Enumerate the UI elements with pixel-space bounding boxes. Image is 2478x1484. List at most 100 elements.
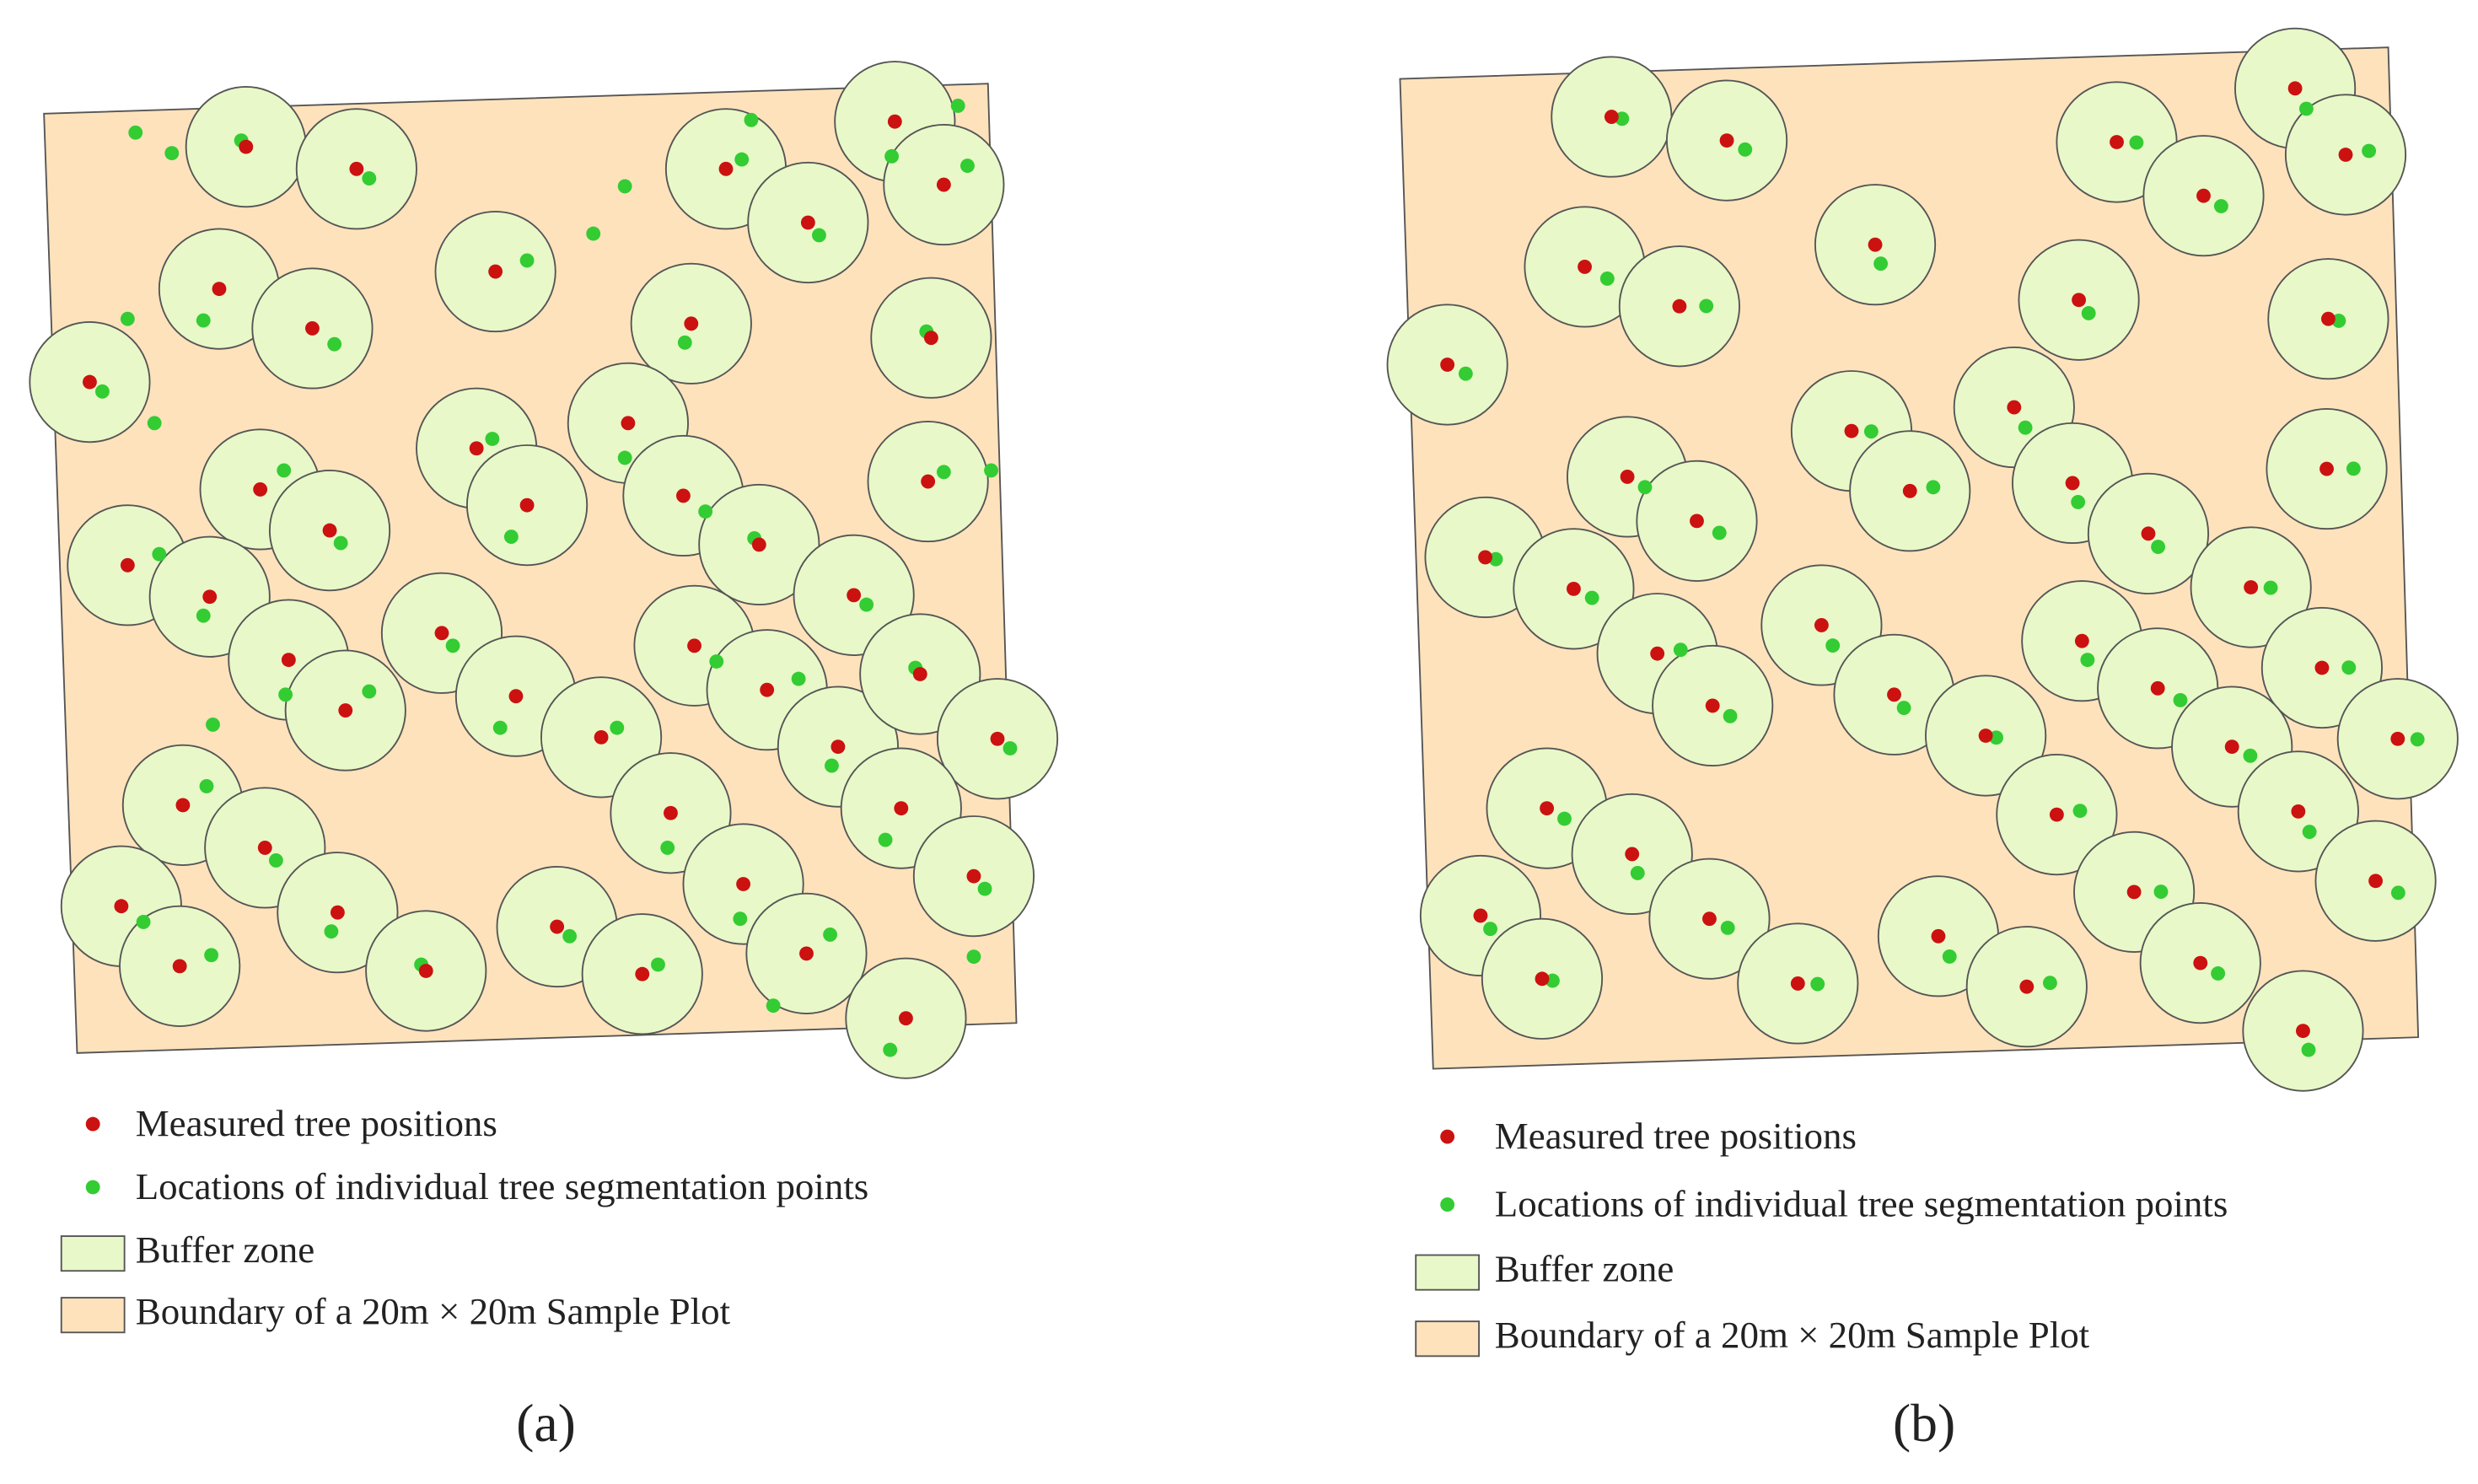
tree-position [2072,293,2087,308]
tree-position [1620,470,1635,484]
tree-position [1567,581,1581,596]
tree-position [1690,513,1704,529]
segmentation-point [586,226,601,241]
tree-position [894,801,909,816]
tree-position [2065,476,2080,491]
segmentation-point [859,597,874,612]
segmentation-point [1738,142,1753,157]
segmentation-point [2243,748,2258,763]
segmentation-point [1896,701,1911,715]
tree-position [1672,298,1687,314]
tree-position [2141,526,2156,541]
segmentation-point [324,924,339,939]
tree-position [1540,801,1555,816]
segmentation-point [206,717,220,732]
tree-position [887,114,902,129]
tree-position [2196,188,2211,203]
segmentation-point [2153,884,2169,900]
segmentation-point [651,957,665,972]
segmentation-point [878,832,893,847]
segmentation-point [1557,811,1572,826]
segmentation-point [362,171,377,186]
tree-position [621,416,636,431]
segmentation-point [199,779,214,793]
tree-position [921,474,936,489]
segmentation-point [610,720,625,735]
segmentation-point [1584,590,1599,605]
segmentation-point [333,535,348,551]
tree-position [2287,81,2303,96]
tree-position [2368,874,2384,889]
segmentation-point [1545,973,1560,988]
tree-position [202,589,218,605]
tree-position [2296,1024,2310,1039]
segmentation-point [1810,976,1825,992]
tree-position [2019,979,2035,994]
tree-position [488,264,503,279]
legend-symbol [85,1116,100,1132]
segmentation-point [744,112,759,127]
segmentation-point [2346,461,2361,476]
panel-b: Measured tree positions Locations of indi… [1386,27,2459,1453]
tree-position [1790,976,1805,991]
tree-position [2074,633,2089,648]
segmentation-point [2072,804,2088,819]
tree-position [1650,646,1665,661]
segmentation-point [766,998,781,1014]
legend-label: Boundary of a 20m × 20m Sample Plot [136,1290,731,1332]
tree-position [1931,928,1946,944]
legend-label: Locations of individual tree segmentatio… [1495,1183,2228,1225]
tree-position [114,899,129,914]
segmentation-point [1637,480,1653,495]
tree-position [2244,580,2259,594]
segmentation-point [1483,922,1498,937]
legend-label: Buffer zone [136,1229,314,1271]
segmentation-point [950,99,965,113]
tree-position [736,877,751,891]
tree-position [1440,358,1455,372]
tree-position [305,321,320,336]
segmentation-point [2129,135,2144,150]
segmentation-point [164,146,180,161]
segmentation-point [268,853,283,868]
segmentation-point [1458,366,1473,381]
segmentation-point [1942,949,1957,964]
segmentation-point [503,530,519,545]
segmentation-point [2263,580,2278,595]
segmentation-point [1599,272,1615,286]
tree-position [2291,804,2306,819]
segmentation-point [2390,885,2405,901]
segmentation-point [120,311,135,326]
segmentation-point [1873,256,1889,272]
tree-position [760,682,775,697]
tree-position [172,959,187,974]
panel-caption: (a) [516,1393,576,1453]
tree-position [687,638,701,653]
segmentation-point [1926,480,1941,495]
tree-position [1902,483,1917,498]
segmentation-point [492,720,508,735]
tree-position [239,139,254,154]
tree-position [2319,461,2334,476]
tree-position [1868,237,1883,252]
segmentation-point [1002,741,1018,755]
segmentation-point [277,463,292,478]
segmentation-point [1720,920,1735,935]
segmentation-point [152,546,167,562]
segmentation-point [196,608,211,623]
tree-position [1705,698,1720,713]
segmentation-point [519,253,535,268]
segmentation-point [1989,730,2003,745]
segmentation-point [1699,298,1714,314]
segmentation-point [825,758,839,773]
segmentation-point [445,638,460,653]
tree-position [330,905,345,920]
segmentation-point [2213,199,2228,213]
legend-symbol [1440,1129,1455,1144]
segmentation-point [128,125,143,140]
segmentation-point [823,928,837,942]
segmentation-point [1630,865,1645,880]
segmentation-point [2302,825,2317,839]
segmentation-point [196,313,211,328]
segmentation-point [2071,494,2086,509]
